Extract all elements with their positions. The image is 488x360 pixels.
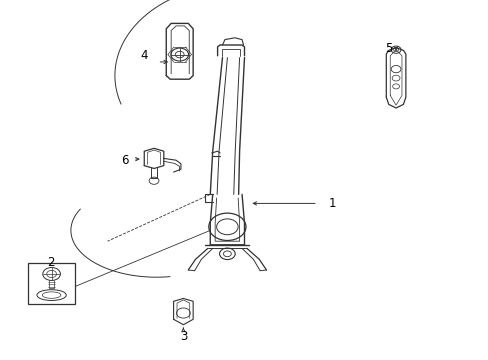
Text: 2: 2 bbox=[47, 256, 55, 269]
Text: 5: 5 bbox=[384, 42, 392, 55]
Text: 4: 4 bbox=[140, 49, 148, 62]
Text: 1: 1 bbox=[328, 197, 336, 210]
Text: 6: 6 bbox=[121, 154, 128, 167]
Text: 3: 3 bbox=[179, 330, 187, 343]
Bar bbox=[28, 263, 75, 304]
